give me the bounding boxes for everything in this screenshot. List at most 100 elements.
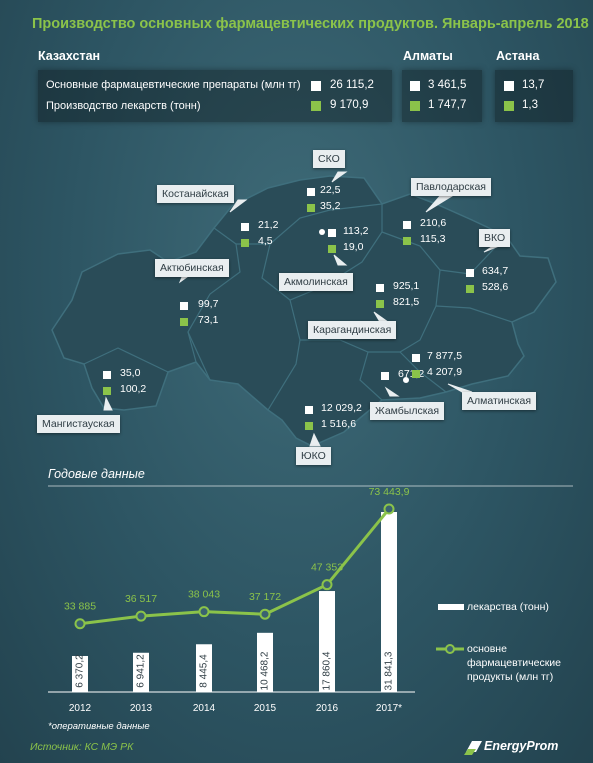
bar-2 bbox=[196, 644, 212, 692]
bar-0 bbox=[72, 655, 88, 692]
kz-pharma-value: 26 115,2 bbox=[330, 79, 374, 91]
green-square-icon bbox=[412, 370, 420, 378]
pavlodar-green-value: 115,3 bbox=[420, 233, 446, 245]
x-tick-label-2: 2014 bbox=[193, 703, 216, 714]
bar-1 bbox=[133, 652, 149, 692]
bar-4 bbox=[319, 591, 335, 692]
almaty-city-dot bbox=[403, 377, 409, 383]
green-square-icon bbox=[311, 101, 321, 111]
green-square-icon bbox=[307, 204, 315, 212]
brand-name: EnergyProm bbox=[484, 739, 559, 753]
line-point-0 bbox=[74, 618, 86, 630]
vko-white-value: 634,7 bbox=[482, 265, 509, 277]
energyprom-logo-icon bbox=[464, 741, 482, 755]
x-tick-label-1: 2013 bbox=[130, 703, 153, 714]
region-label-aktobe: Актюбинская bbox=[155, 259, 229, 277]
white-square-icon bbox=[403, 221, 411, 229]
x-tick-label-0: 2012 bbox=[69, 703, 92, 714]
line-point-3 bbox=[259, 608, 271, 620]
green-square-icon bbox=[410, 101, 420, 111]
legend-line-label: основне фармацевтические продукты (млн т… bbox=[467, 643, 561, 683]
green-square-icon bbox=[403, 237, 411, 245]
line-label-5: 73 443,9 bbox=[369, 486, 410, 498]
x-tick-label-3: 2015 bbox=[254, 703, 277, 714]
vko-green-value: 528,6 bbox=[482, 281, 509, 293]
region-label-akmola: Акмолинская bbox=[279, 273, 353, 291]
white-square-icon bbox=[328, 229, 336, 237]
mangistau-white-value: 35,0 bbox=[120, 367, 141, 379]
bar-label-2: 8 445,4 bbox=[199, 654, 210, 688]
bars-layer: 6 370,2 6 941,2 8 445,4 10 468,2 17 860,4 31 … bbox=[72, 512, 397, 692]
karaganda-white-value: 925,1 bbox=[393, 280, 420, 292]
line-label-1: 36 517 bbox=[125, 593, 157, 605]
map-outline bbox=[51, 175, 557, 447]
bar-3 bbox=[257, 632, 273, 692]
bar-5 bbox=[381, 512, 397, 692]
almaty-pharma-value: 3 461,5 bbox=[428, 79, 467, 91]
kostanay-white-value: 21,2 bbox=[258, 219, 279, 231]
annual-section-title: Годовые данные bbox=[48, 467, 145, 481]
green-square-icon bbox=[466, 285, 474, 293]
region-label-sko: СКО bbox=[313, 150, 345, 168]
astana-city-dot bbox=[319, 229, 325, 235]
mangistau-green-value: 100,2 bbox=[120, 383, 147, 395]
bar-label-3: 10 468,2 bbox=[260, 651, 271, 690]
x-tick-label-4: 2016 bbox=[316, 703, 339, 714]
karaganda-green-value: 821,5 bbox=[393, 296, 420, 308]
yuko-white-value: 12 029,2 bbox=[321, 402, 362, 414]
almaty-obl-white-value: 7 877,5 bbox=[427, 350, 463, 362]
ticks-layer: 2012 2013 2014 2015 2016 2017* bbox=[69, 703, 402, 714]
green-square-icon bbox=[103, 387, 111, 395]
medicines-label: Производство лекарств (тонн) bbox=[46, 100, 201, 112]
line-label-2: 38 043 bbox=[188, 589, 220, 601]
white-square-icon bbox=[381, 372, 389, 380]
kazakhstan-heading: Казахстан bbox=[38, 49, 101, 63]
region-label-pavlodar: Павлодарская bbox=[411, 178, 491, 196]
line-label-3: 37 172 bbox=[249, 591, 281, 603]
almaty-medicines-value: 1 747,7 bbox=[428, 99, 467, 111]
green-square-icon bbox=[241, 239, 249, 247]
aktobe-green-value: 73,1 bbox=[198, 314, 219, 326]
white-square-icon bbox=[504, 81, 514, 91]
region-label-vko: ВКО bbox=[479, 229, 511, 247]
region-label-mangistau: Мангистауская bbox=[37, 415, 120, 433]
white-square-icon bbox=[412, 354, 420, 362]
pharma-products-label: Основные фармацевтические препараты (млн… bbox=[46, 79, 301, 91]
white-square-icon bbox=[180, 302, 188, 310]
green-square-icon bbox=[504, 101, 514, 111]
yuko-green-value: 1 516,6 bbox=[321, 418, 357, 430]
kazakhstan-panel bbox=[38, 70, 392, 122]
legend-bars-label: лекарства (тонн) bbox=[467, 601, 549, 613]
green-square-icon bbox=[305, 422, 313, 430]
line-label-4: 47 353 bbox=[311, 562, 343, 574]
footnote: *оперативные данные bbox=[48, 721, 150, 732]
sko-white-value: 22,5 bbox=[320, 184, 341, 196]
akmola-green-value: 19,0 bbox=[343, 241, 364, 253]
line-label-0: 33 885 bbox=[64, 601, 96, 613]
bar-label-0: 6 370,2 bbox=[75, 654, 86, 688]
line-point-4 bbox=[321, 579, 333, 591]
almaty-obl-green-value: 4 207,9 bbox=[427, 366, 463, 378]
line-point-5 bbox=[383, 503, 395, 515]
region-label-zhambyl: Жамбылская bbox=[370, 402, 445, 420]
astana-heading: Астана bbox=[496, 49, 540, 63]
region-label-almaty-obl: Алматинская bbox=[462, 392, 537, 410]
legend-line-marker bbox=[445, 644, 455, 654]
almaty-panel bbox=[402, 70, 482, 122]
pavlodar-white-value: 210,6 bbox=[420, 217, 447, 229]
astana-panel bbox=[495, 70, 573, 122]
legend-bar-swatch bbox=[438, 604, 464, 610]
white-square-icon bbox=[305, 406, 313, 414]
white-square-icon bbox=[307, 188, 315, 196]
sko-green-value: 35,2 bbox=[320, 200, 341, 212]
bar-label-5: 31 841,3 bbox=[384, 651, 395, 690]
white-square-icon bbox=[103, 371, 111, 379]
x-tick-label-5: 2017* bbox=[376, 703, 402, 714]
kostanay-green-value: 4,5 bbox=[258, 235, 273, 247]
region-label-kostanay: Костанайская bbox=[157, 185, 234, 203]
astana-pharma-value: 13,7 bbox=[522, 79, 545, 91]
astana-medicines-value: 1,3 bbox=[522, 99, 538, 111]
white-square-icon bbox=[241, 223, 249, 231]
white-square-icon bbox=[376, 284, 384, 292]
